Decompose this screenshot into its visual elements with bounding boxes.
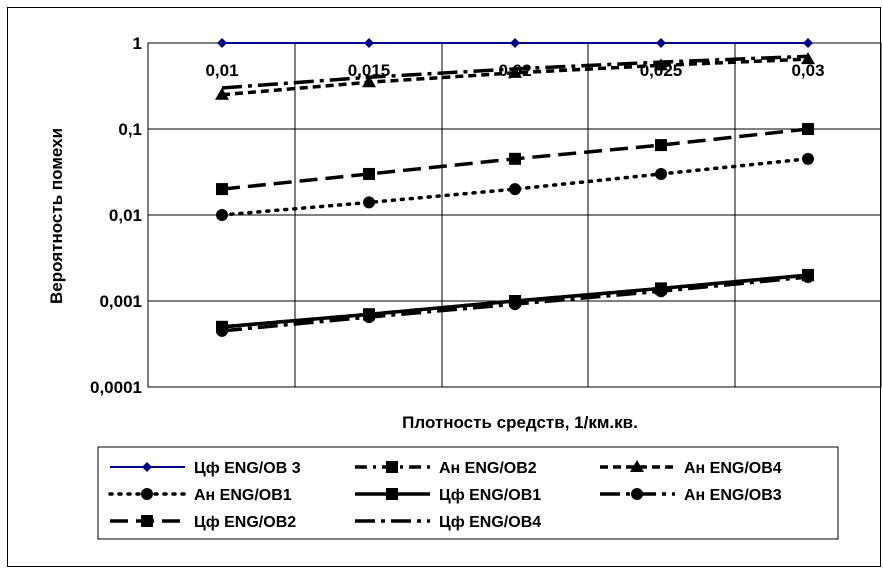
- data-point: [803, 38, 813, 48]
- data-point: [363, 311, 375, 324]
- data-point: [655, 285, 667, 298]
- legend-item: Ан ENG/OB4: [600, 460, 782, 477]
- legend-marker: [386, 488, 398, 500]
- series-6: [216, 271, 814, 337]
- series-8: [221, 54, 809, 90]
- x-tick-label: 0,01: [205, 61, 238, 80]
- y-tick-label: 0,01: [109, 206, 142, 225]
- y-tick-label: 0,1: [118, 120, 142, 139]
- data-point: [801, 52, 815, 65]
- data-point: [217, 38, 227, 48]
- legend-item: Цф ENG/OB1: [355, 487, 541, 504]
- data-point: [364, 38, 374, 48]
- data-point: [802, 123, 814, 135]
- x-tick-label: 0,015: [348, 61, 391, 80]
- data-point: [802, 271, 814, 284]
- data-point: [216, 324, 228, 337]
- legend-label: Цф ENG/OB 3: [194, 460, 301, 477]
- legend-label: Ан ENG/OB1: [194, 487, 292, 504]
- y-tick-label: 0,001: [99, 292, 142, 311]
- legend-label: Ан ENG/OB3: [684, 487, 782, 504]
- legend-label: Цф ENG/OB2: [194, 514, 296, 531]
- data-point: [654, 58, 668, 71]
- data-point: [363, 167, 375, 180]
- data-point: [362, 75, 376, 88]
- legend-marker: [142, 462, 152, 472]
- legend-label: Ан ENG/OB4: [684, 460, 782, 477]
- data-point: [509, 298, 521, 311]
- data-point: [363, 196, 375, 209]
- legend-marker: [386, 461, 398, 473]
- x-axis-title: Плотность средств, 1/км.кв.: [402, 413, 638, 432]
- data-point: [510, 38, 520, 48]
- series-layer: [215, 38, 815, 337]
- series-1: [217, 38, 813, 48]
- data-point: [215, 87, 229, 100]
- legend-item: Цф ENG/OB4: [355, 514, 541, 531]
- legend-label: Цф ENG/OB4: [439, 514, 541, 531]
- x-tick-label: 0,025: [640, 61, 683, 80]
- y-tick-label: 0,0001: [90, 378, 142, 397]
- data-point: [216, 209, 228, 221]
- data-point: [656, 38, 666, 48]
- data-point: [655, 167, 667, 180]
- legend-marker: [631, 488, 643, 500]
- series-3: [215, 52, 815, 100]
- series-4: [216, 152, 814, 221]
- data-point: [655, 139, 667, 152]
- legend: Цф ENG/OB 3 Ан ENG/OB2 Ан ENG/OB4 Ан ENG/OB…: [97, 446, 839, 540]
- legend-label: Цф ENG/OB1: [439, 487, 541, 504]
- series-line: [220, 157, 810, 217]
- data-point: [216, 183, 228, 196]
- grid-layer: [147, 42, 882, 388]
- legend-item: Ан ENG/OB3: [600, 487, 782, 504]
- tick-layer: 1 0,1 0,01 0,001 0,0001 0,01 0,015 0,02 0,025 0,0…: [90, 34, 825, 397]
- legend-item: Ан ENG/OB1: [108, 487, 292, 504]
- legend-marker: [141, 488, 153, 500]
- legend-box: [97, 446, 839, 540]
- legend-label: Ан ENG/OB2: [439, 460, 537, 477]
- x-tick-label: 0,02: [498, 61, 531, 80]
- legend-item: Ан ENG/OB2: [355, 460, 537, 477]
- legend-item: Цф ENG/OB 3: [110, 460, 301, 477]
- legend-marker: [630, 460, 644, 472]
- y-axis-title: Вероятность помехи: [47, 128, 66, 304]
- data-point: [802, 152, 814, 165]
- x-tick-label: 0,03: [791, 61, 824, 80]
- y-tick-label: 1: [133, 34, 142, 53]
- data-point: [509, 152, 521, 165]
- data-point: [509, 183, 521, 196]
- data-point: [508, 65, 522, 78]
- legend-marker: [141, 515, 153, 527]
- legend-item: Цф ENG/OB2: [110, 514, 296, 531]
- series-7: [216, 123, 814, 196]
- series-line: [221, 54, 809, 90]
